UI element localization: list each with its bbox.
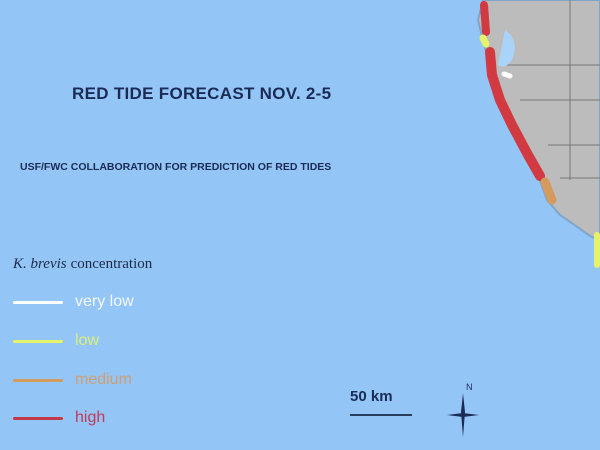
legend-label: low — [75, 332, 100, 349]
legend-item-very-low: very low — [13, 291, 134, 313]
legend-swatch — [13, 378, 63, 382]
legend-title-rest: concentration — [70, 256, 153, 272]
legend-species: K. brevis — [13, 256, 67, 272]
bay — [498, 30, 515, 67]
map-subtitle: USF/FWC COLLABORATION FOR PREDICTION OF … — [20, 161, 332, 173]
north-label: N — [466, 382, 473, 392]
legend-item-high: high — [13, 407, 105, 429]
legend-label: medium — [75, 371, 132, 388]
legend-title: K. brevis concentration — [13, 256, 152, 273]
legend-swatch — [13, 416, 63, 420]
low-concentration-north — [479, 34, 490, 48]
legend-item-low: low — [13, 330, 99, 352]
county-lines — [500, 0, 600, 180]
very-low-concentration — [501, 71, 513, 79]
map-title: RED TIDE FORECAST NOV. 2-5 — [72, 84, 332, 103]
scale-label: 50 km — [350, 388, 393, 405]
compass-rose-icon — [447, 393, 479, 437]
high-concentration-north — [480, 1, 490, 36]
legend-item-medium: medium — [13, 369, 132, 391]
high-concentration-main — [485, 47, 545, 181]
land-mass — [476, 0, 600, 242]
legend-label: high — [75, 409, 106, 426]
legend-swatch — [13, 300, 63, 304]
scale-bar — [350, 414, 412, 416]
legend-swatch — [13, 339, 63, 343]
legend-label: very low — [75, 293, 134, 310]
medium-concentration — [540, 177, 557, 205]
